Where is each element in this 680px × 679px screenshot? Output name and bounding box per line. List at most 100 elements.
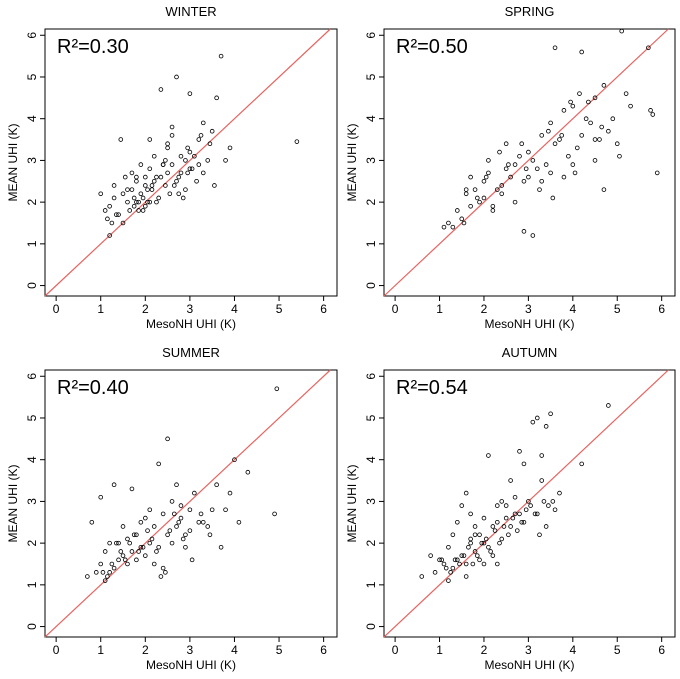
x-tick-label: 1 [436, 643, 443, 657]
data-point [455, 519, 460, 525]
y-tick-label: 3 [364, 157, 378, 164]
data-point [154, 199, 159, 205]
data-point [503, 141, 509, 147]
y-tick-label: 6 [25, 32, 39, 39]
y-tick-label: 0 [25, 623, 39, 630]
data-point [548, 170, 553, 176]
data-point [499, 499, 505, 504]
data-point [120, 191, 126, 197]
data-point [138, 162, 144, 167]
x-tick-label: 3 [187, 302, 194, 316]
data-point [654, 170, 660, 176]
x-tick-label: 2 [142, 302, 149, 316]
y-tick-label: 6 [25, 373, 39, 380]
data-point [165, 170, 170, 176]
data-point [523, 166, 529, 172]
y-tick-label: 2 [25, 539, 39, 546]
data-point [486, 158, 491, 163]
data-point [570, 162, 576, 167]
data-point [461, 220, 467, 226]
data-point [512, 494, 518, 500]
data-point [116, 212, 121, 217]
identity-line [44, 28, 331, 297]
r-squared-label: R²=0.30 [57, 36, 129, 58]
data-point [111, 482, 117, 488]
data-point [463, 191, 469, 197]
data-point [614, 141, 620, 147]
data-point [227, 490, 233, 496]
data-point [479, 540, 485, 546]
identity-line [383, 369, 669, 638]
data-point [490, 204, 496, 209]
data-point [455, 208, 460, 213]
data-point [176, 519, 182, 525]
x-tick-label: 2 [142, 643, 149, 657]
data-point [486, 170, 491, 176]
data-point [579, 133, 585, 138]
data-point [156, 545, 161, 550]
data-point [149, 187, 155, 192]
data-point [528, 503, 533, 508]
data-point [174, 524, 179, 529]
data-point [134, 557, 139, 563]
data-point [209, 507, 215, 513]
panel-spring: SPRING R²=0.50 0 1 2 3 4 5 6 0 1 2 3 4 5 6 MesoNH UHI (K… [345, 4, 676, 331]
r-squared-label: R²=0.50 [396, 36, 468, 58]
data-point [481, 195, 487, 201]
data-point [503, 166, 509, 172]
data-point [561, 108, 567, 113]
x-tick-label: 4 [569, 302, 576, 316]
data-point [163, 158, 168, 163]
data-point [232, 457, 237, 462]
x-tick-label: 4 [231, 643, 238, 657]
data-point [546, 128, 551, 134]
data-point [118, 549, 124, 554]
data-point [200, 519, 206, 525]
data-point [127, 540, 133, 546]
data-point [183, 545, 188, 550]
data-point [107, 204, 112, 209]
data-point [147, 199, 153, 205]
data-point [127, 208, 133, 213]
data-point [120, 553, 126, 558]
data-point [160, 565, 166, 571]
y-axis-label: MEAN UHI (K) [6, 123, 20, 201]
data-point [140, 195, 146, 201]
data-point [145, 528, 150, 533]
data-point [601, 187, 607, 192]
data-point [114, 212, 119, 217]
data-point [543, 424, 549, 429]
data-point [534, 511, 540, 517]
x-tick-label: 2 [481, 302, 488, 316]
data-point [519, 519, 525, 525]
data-point [176, 191, 182, 197]
data-point [185, 170, 190, 176]
data-point [223, 158, 228, 163]
data-point [503, 515, 509, 521]
data-point [577, 91, 582, 96]
data-point [143, 515, 148, 521]
x-tick-label: 0 [392, 302, 399, 316]
x-tick-label: 4 [569, 643, 576, 657]
data-point [499, 536, 505, 542]
data-point [492, 528, 498, 533]
data-point [147, 507, 153, 513]
data-point [517, 511, 522, 517]
data-point [468, 511, 473, 517]
data-point [517, 153, 522, 159]
data-point [579, 49, 585, 55]
data-point [592, 137, 598, 142]
data-point [151, 524, 157, 529]
data-point [508, 174, 513, 180]
data-point [167, 528, 173, 533]
data-point [118, 137, 124, 142]
data-point [472, 524, 478, 529]
data-point [497, 149, 502, 155]
data-point [537, 532, 542, 538]
data-point [543, 162, 549, 167]
plot-frame [383, 369, 676, 638]
data-point [174, 74, 179, 80]
data-point [187, 507, 193, 513]
data-point [512, 199, 518, 205]
data-point [212, 183, 217, 188]
